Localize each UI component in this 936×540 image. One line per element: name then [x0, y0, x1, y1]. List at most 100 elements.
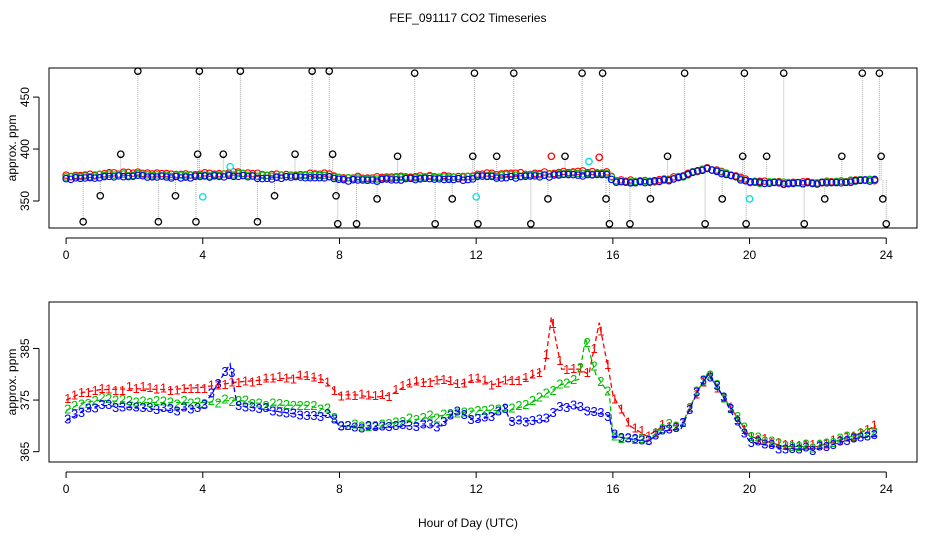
- series-3-marker: 3: [700, 372, 707, 387]
- series-2-marker: 2: [167, 395, 174, 410]
- blue-point: [851, 176, 860, 185]
- series-3-marker: 3: [98, 397, 105, 412]
- series-1-marker: 1: [871, 418, 878, 433]
- series-2-marker: 2: [659, 421, 666, 436]
- spike-point: [837, 152, 846, 161]
- series-1-marker: 1: [235, 375, 242, 390]
- spike-point: [291, 150, 299, 159]
- cyan-point: [226, 162, 234, 171]
- series-3-marker: 3: [71, 406, 78, 421]
- spike-point: [779, 69, 788, 78]
- blue-point: [162, 173, 171, 181]
- series-1-marker: 1: [857, 425, 864, 440]
- spike-point: [740, 69, 749, 78]
- y-tick-label: 400: [18, 139, 32, 159]
- series-3-marker: 3: [283, 406, 290, 421]
- blue-point: [229, 172, 238, 181]
- series-1-marker: 1: [324, 374, 331, 389]
- blue-point: [421, 174, 429, 183]
- series-2-marker: 2: [194, 394, 201, 409]
- series-3-marker: 3: [843, 433, 850, 448]
- series-2-marker: 2: [727, 401, 734, 416]
- series-3-marker: 3: [351, 419, 358, 434]
- series-2-marker: 2: [269, 395, 276, 410]
- blue-point: [784, 179, 793, 188]
- blue-point: [679, 172, 688, 180]
- blue-point: [387, 176, 396, 184]
- series-1-marker: 1: [802, 438, 809, 453]
- series-2-marker: 2: [399, 414, 406, 429]
- blue-point: [435, 175, 444, 183]
- blue-point: [622, 178, 630, 186]
- spike-point: [328, 150, 337, 159]
- series-2-marker: 2: [782, 438, 789, 453]
- spike-point: [626, 219, 634, 228]
- x-axis-label: Hour of Day (UTC): [418, 516, 518, 530]
- series-3-marker: 3: [488, 409, 495, 424]
- blue-point: [483, 172, 491, 181]
- series-2-marker: 2: [481, 403, 488, 418]
- series-1-marker: 1: [809, 437, 816, 452]
- series-1-marker: 1: [577, 361, 584, 376]
- blue-point: [516, 172, 525, 181]
- blue-point: [225, 171, 233, 180]
- series-2-marker: 2: [180, 393, 187, 408]
- blue-point: [717, 169, 726, 178]
- series-2-marker: 2: [276, 396, 283, 411]
- red-point: [86, 170, 94, 179]
- blue-point: [550, 171, 558, 179]
- blue-point: [205, 173, 214, 181]
- series-2-marker: 2: [85, 396, 92, 411]
- spike-point: [598, 69, 607, 78]
- series-2-marker: 2: [864, 425, 871, 440]
- series-2-marker: 2: [857, 425, 864, 440]
- series-3-marker: 3: [802, 439, 809, 454]
- series-3-marker: 3: [228, 365, 235, 380]
- blue-point: [684, 170, 692, 179]
- series-1-marker: 1: [816, 436, 823, 451]
- series-3-marker: 3: [262, 400, 269, 415]
- series-2-marker: 2: [297, 398, 304, 413]
- blue-point: [397, 176, 405, 184]
- series-2-marker: 2: [433, 410, 440, 425]
- blue-point: [105, 172, 113, 181]
- x-tick-label: 8: [336, 248, 343, 262]
- blue-point: [311, 174, 319, 182]
- series-3-marker: 3: [413, 419, 420, 434]
- blue-point: [153, 173, 161, 181]
- series-1-marker: 1: [379, 387, 386, 402]
- series-3-marker: 3: [297, 407, 304, 422]
- series-2-marker: 2: [303, 398, 310, 413]
- green-point: [268, 172, 276, 180]
- series-2-marker: 2: [577, 360, 584, 375]
- series-3-marker: 3: [597, 405, 604, 420]
- blue-point: [794, 178, 802, 187]
- green-point: [779, 178, 788, 186]
- series-2-marker: 2: [242, 393, 249, 408]
- blue-point: [827, 178, 836, 187]
- series-3-marker: 3: [707, 370, 714, 385]
- blue-point: [488, 172, 496, 181]
- spike-point: [762, 152, 771, 161]
- series-3-marker: 3: [276, 405, 283, 420]
- blue-point: [425, 174, 434, 183]
- series-1-marker: 1: [625, 414, 632, 429]
- series-3-marker: 3: [775, 442, 782, 457]
- spike-point: [253, 217, 262, 226]
- spike-point: [578, 69, 586, 78]
- green-point: [95, 170, 104, 179]
- series-3-marker: 3: [221, 364, 228, 379]
- series-3-marker: 3: [720, 390, 727, 405]
- series-3-marker: 3: [392, 418, 399, 433]
- series-3-marker: 3: [64, 411, 71, 426]
- blue-point: [478, 172, 487, 180]
- series-2-marker: 2: [92, 393, 99, 408]
- x-tick-label: 20: [743, 248, 757, 262]
- blue-point: [655, 177, 664, 186]
- blue-point: [368, 176, 377, 184]
- series-3-marker: 3: [515, 412, 522, 427]
- spike-point: [742, 219, 750, 228]
- series-3-marker: 3: [317, 409, 324, 424]
- blue-point: [837, 179, 845, 187]
- blue-point: [870, 175, 879, 184]
